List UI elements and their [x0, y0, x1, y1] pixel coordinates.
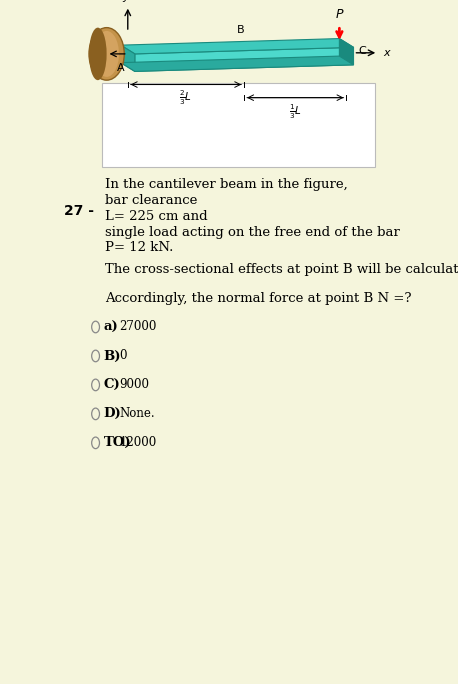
Polygon shape	[135, 47, 354, 71]
Text: a): a)	[104, 321, 118, 334]
Text: C: C	[359, 47, 366, 56]
Polygon shape	[339, 38, 354, 65]
Text: The cross-sectional effects at point B will be calculated.: The cross-sectional effects at point B w…	[105, 263, 458, 276]
Polygon shape	[121, 38, 354, 54]
Text: 0: 0	[120, 350, 127, 363]
Ellipse shape	[94, 31, 119, 77]
Text: TO): TO)	[104, 436, 131, 449]
Text: A: A	[117, 63, 124, 73]
Text: 12000: 12000	[120, 436, 157, 449]
Text: L= 225 cm and: L= 225 cm and	[105, 210, 208, 223]
Text: 27000: 27000	[120, 321, 157, 334]
Text: B): B)	[104, 350, 121, 363]
Text: single load acting on the free end of the bar: single load acting on the free end of th…	[105, 226, 400, 239]
Text: P: P	[336, 8, 343, 21]
Text: $\frac{1}{3}L$: $\frac{1}{3}L$	[289, 102, 302, 120]
Ellipse shape	[89, 27, 107, 80]
Text: C): C)	[104, 378, 120, 391]
Text: P= 12 kN.: P= 12 kN.	[105, 241, 174, 254]
Polygon shape	[121, 45, 135, 71]
Polygon shape	[121, 56, 354, 71]
Text: 27 -: 27 -	[64, 204, 94, 218]
FancyBboxPatch shape	[102, 83, 375, 168]
Text: y: y	[123, 0, 129, 3]
Text: x: x	[383, 48, 390, 58]
Text: In the cantilever beam in the figure,: In the cantilever beam in the figure,	[105, 179, 348, 192]
Text: Accordingly, the normal force at point B N =?: Accordingly, the normal force at point B…	[105, 291, 412, 304]
Text: $\frac{2}{3}L$: $\frac{2}{3}L$	[180, 89, 192, 107]
Text: D): D)	[104, 408, 121, 421]
Ellipse shape	[89, 27, 124, 80]
Text: 9000: 9000	[120, 378, 149, 391]
Text: None.: None.	[120, 408, 155, 421]
Text: bar clearance: bar clearance	[105, 194, 197, 207]
Text: B: B	[237, 25, 245, 36]
